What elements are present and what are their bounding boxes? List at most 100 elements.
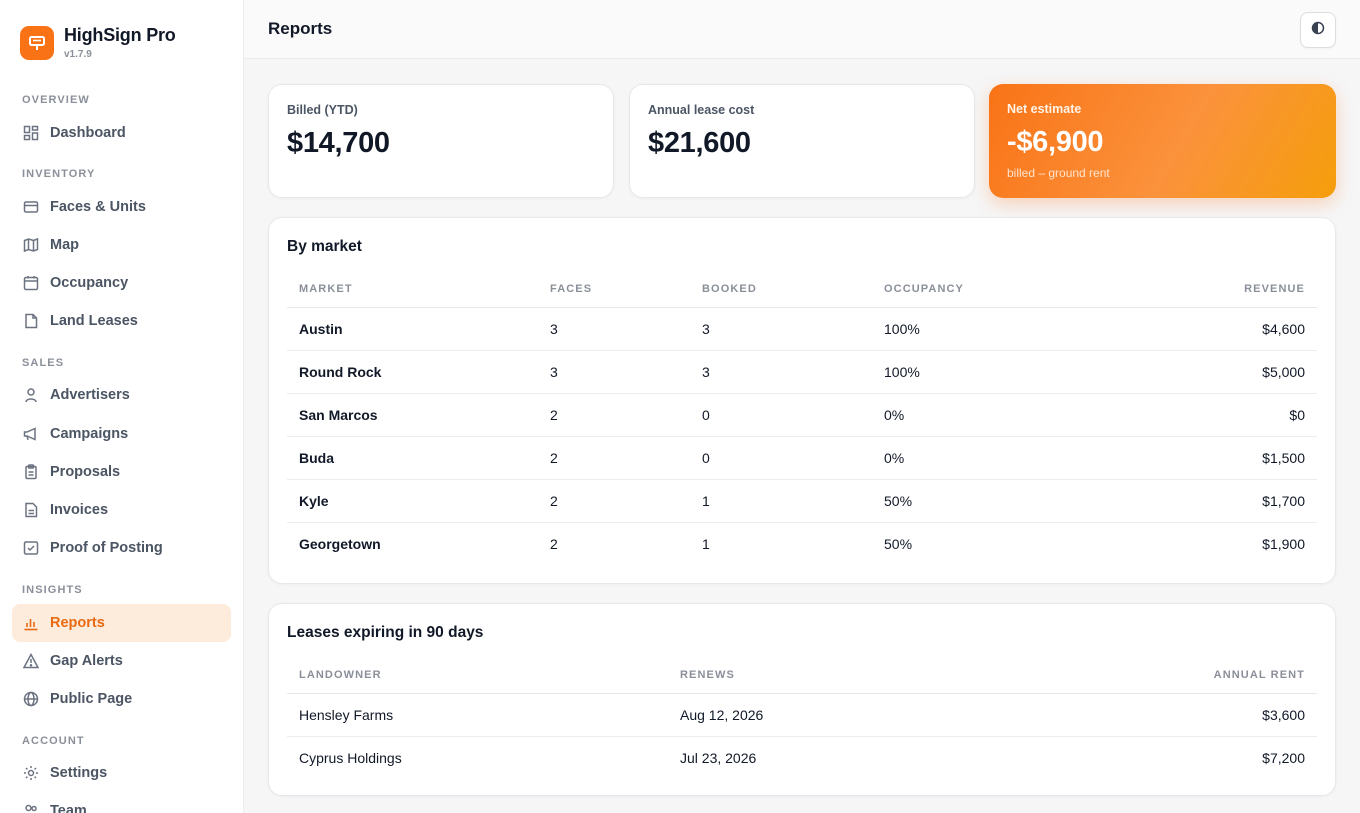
table-row[interactable]: Round Rock 3 3 100% $5,000 (287, 350, 1317, 394)
check-square-icon (22, 539, 40, 557)
revenue-value: $1,700 (1092, 479, 1317, 523)
sidebar-item-label: Public Page (50, 691, 133, 707)
panel-title: By market (287, 238, 362, 255)
faces-count: 3 (538, 307, 690, 351)
faces-count: 2 (538, 479, 690, 523)
panel-title: Leases expiring in 90 days (287, 624, 484, 641)
faces-count: 3 (538, 350, 690, 394)
annual-rent: $7,200 (1262, 749, 1305, 766)
sidebar-item-proposals[interactable]: Proposals (12, 453, 231, 491)
occupancy-value: 50% (872, 479, 1092, 523)
section-inventory: INVENTORY (22, 168, 96, 180)
sidebar-item-dashboard[interactable]: Dashboard (12, 114, 231, 152)
stat-label: Annual lease cost (648, 103, 755, 117)
faces-count: 2 (538, 393, 690, 437)
sidebar: HighSign Pro v1.7.9 OVERVIEW Dashboard I… (0, 0, 244, 813)
theme-toggle-button[interactable] (1300, 12, 1336, 48)
sidebar-item-invoices[interactable]: Invoices (12, 491, 231, 529)
market-name: San Marcos (287, 393, 538, 437)
booked-count: 1 (702, 535, 710, 552)
booked-count: 3 (690, 307, 872, 351)
table-row[interactable]: Georgetown 2 1 50% $1,900 (287, 522, 1317, 565)
column-header[interactable]: BOOKED (690, 271, 872, 308)
brand[interactable]: HighSign Pro v1.7.9 (20, 25, 176, 60)
brand-version: v1.7.9 (64, 49, 92, 60)
sidebar-item-label: Occupancy (50, 275, 129, 291)
column-header[interactable]: LANDOWNER (287, 657, 668, 694)
table-row[interactable]: Cyprus Holdings Jul 23, 2026 $7,200 (287, 736, 1317, 779)
sidebar-item-settings[interactable]: Settings (12, 754, 231, 792)
bar-chart-icon (22, 614, 40, 632)
section-sales: SALES (22, 357, 65, 369)
person-icon (22, 386, 40, 404)
renew-date: Jul 23, 2026 (680, 749, 757, 766)
faces-icon (22, 198, 40, 216)
sidebar-item-label: Advertisers (50, 387, 130, 403)
sidebar-item-label: Map (50, 237, 79, 253)
market-name: Buda (287, 436, 538, 480)
table-row[interactable]: Hensley Farms Aug 12, 2026 $3,600 (287, 693, 1317, 737)
section-overview: OVERVIEW (22, 94, 90, 106)
team-icon (22, 802, 40, 813)
document-icon (22, 312, 40, 330)
contrast-icon (1311, 21, 1325, 40)
table-row[interactable]: Kyle 2 1 50% $1,700 (287, 479, 1317, 523)
sidebar-item-label: Dashboard (50, 125, 126, 141)
revenue-value: $0 (1092, 393, 1317, 437)
booked-count: 1 (690, 479, 872, 523)
leases-expiring-panel: Leases expiring in 90 days LANDOWNER REN… (268, 603, 1336, 796)
dashboard-icon (22, 124, 40, 142)
market-name: Kyle (287, 479, 538, 523)
globe-icon (22, 690, 40, 708)
sidebar-item-public-page[interactable]: Public Page (12, 680, 231, 718)
table-row[interactable]: Austin 3 3 100% $4,600 (287, 307, 1317, 351)
sidebar-item-land-leases[interactable]: Land Leases (12, 302, 231, 340)
sidebar-item-campaigns[interactable]: Campaigns (12, 415, 231, 453)
table-row[interactable]: San Marcos 2 0 0% $0 (287, 393, 1317, 437)
market-name: Austin (287, 307, 538, 351)
sidebar-item-label: Gap Alerts (50, 653, 123, 669)
sidebar-item-proof-of-posting[interactable]: Proof of Posting (12, 529, 231, 567)
stat-value: -$6,900 (1007, 126, 1104, 158)
gear-icon (22, 764, 40, 782)
column-header[interactable]: MARKET (287, 271, 538, 308)
column-header[interactable]: RENEWS (668, 657, 998, 694)
stat-label: Billed (YTD) (287, 103, 358, 117)
sidebar-item-label: Settings (50, 765, 108, 781)
column-header[interactable]: ANNUAL RENT (998, 657, 1317, 694)
revenue-value: $4,600 (1092, 307, 1317, 351)
stat-card-billed: Billed (YTD) $14,700 (268, 84, 614, 198)
renew-date: Aug 12, 2026 (668, 693, 998, 737)
map-icon (22, 236, 40, 254)
landowner-name: Cyprus Holdings (299, 749, 402, 766)
sidebar-item-label: Campaigns (50, 426, 129, 442)
invoice-icon (22, 501, 40, 519)
sidebar-item-label: Team (50, 803, 87, 813)
booked-count: 0 (690, 393, 872, 437)
sidebar-item-team[interactable]: Team (12, 792, 231, 813)
column-header[interactable]: REVENUE (1092, 271, 1317, 308)
section-account: ACCOUNT (22, 735, 85, 747)
sidebar-item-gap-alerts[interactable]: Gap Alerts (12, 642, 231, 680)
clipboard-icon (22, 463, 40, 481)
sidebar-item-map[interactable]: Map (12, 226, 231, 264)
market-name: Round Rock (287, 350, 538, 394)
stat-value: $14,700 (287, 127, 390, 159)
sidebar-item-faces-units[interactable]: Faces & Units (12, 188, 231, 226)
warning-icon (22, 652, 40, 670)
column-header[interactable]: FACES (538, 271, 690, 308)
sidebar-item-label: Reports (50, 615, 105, 631)
sidebar-item-reports[interactable]: Reports (12, 604, 231, 642)
market-name: Georgetown (299, 535, 381, 552)
revenue-value: $5,000 (1092, 350, 1317, 394)
column-header[interactable]: OCCUPANCY (872, 271, 1092, 308)
stat-card-net: Net estimate -$6,900 billed – ground ren… (989, 84, 1336, 198)
page-title: Reports (268, 19, 333, 38)
table-header-row: MARKET FACES BOOKED OCCUPANCY REVENUE (287, 271, 1317, 308)
sidebar-item-occupancy[interactable]: Occupancy (12, 264, 231, 302)
occupancy-value: 100% (872, 307, 1092, 351)
revenue-value: $1,900 (1262, 535, 1305, 552)
table-row[interactable]: Buda 2 0 0% $1,500 (287, 436, 1317, 480)
sidebar-item-label: Land Leases (50, 313, 138, 329)
sidebar-item-advertisers[interactable]: Advertisers (12, 376, 231, 414)
